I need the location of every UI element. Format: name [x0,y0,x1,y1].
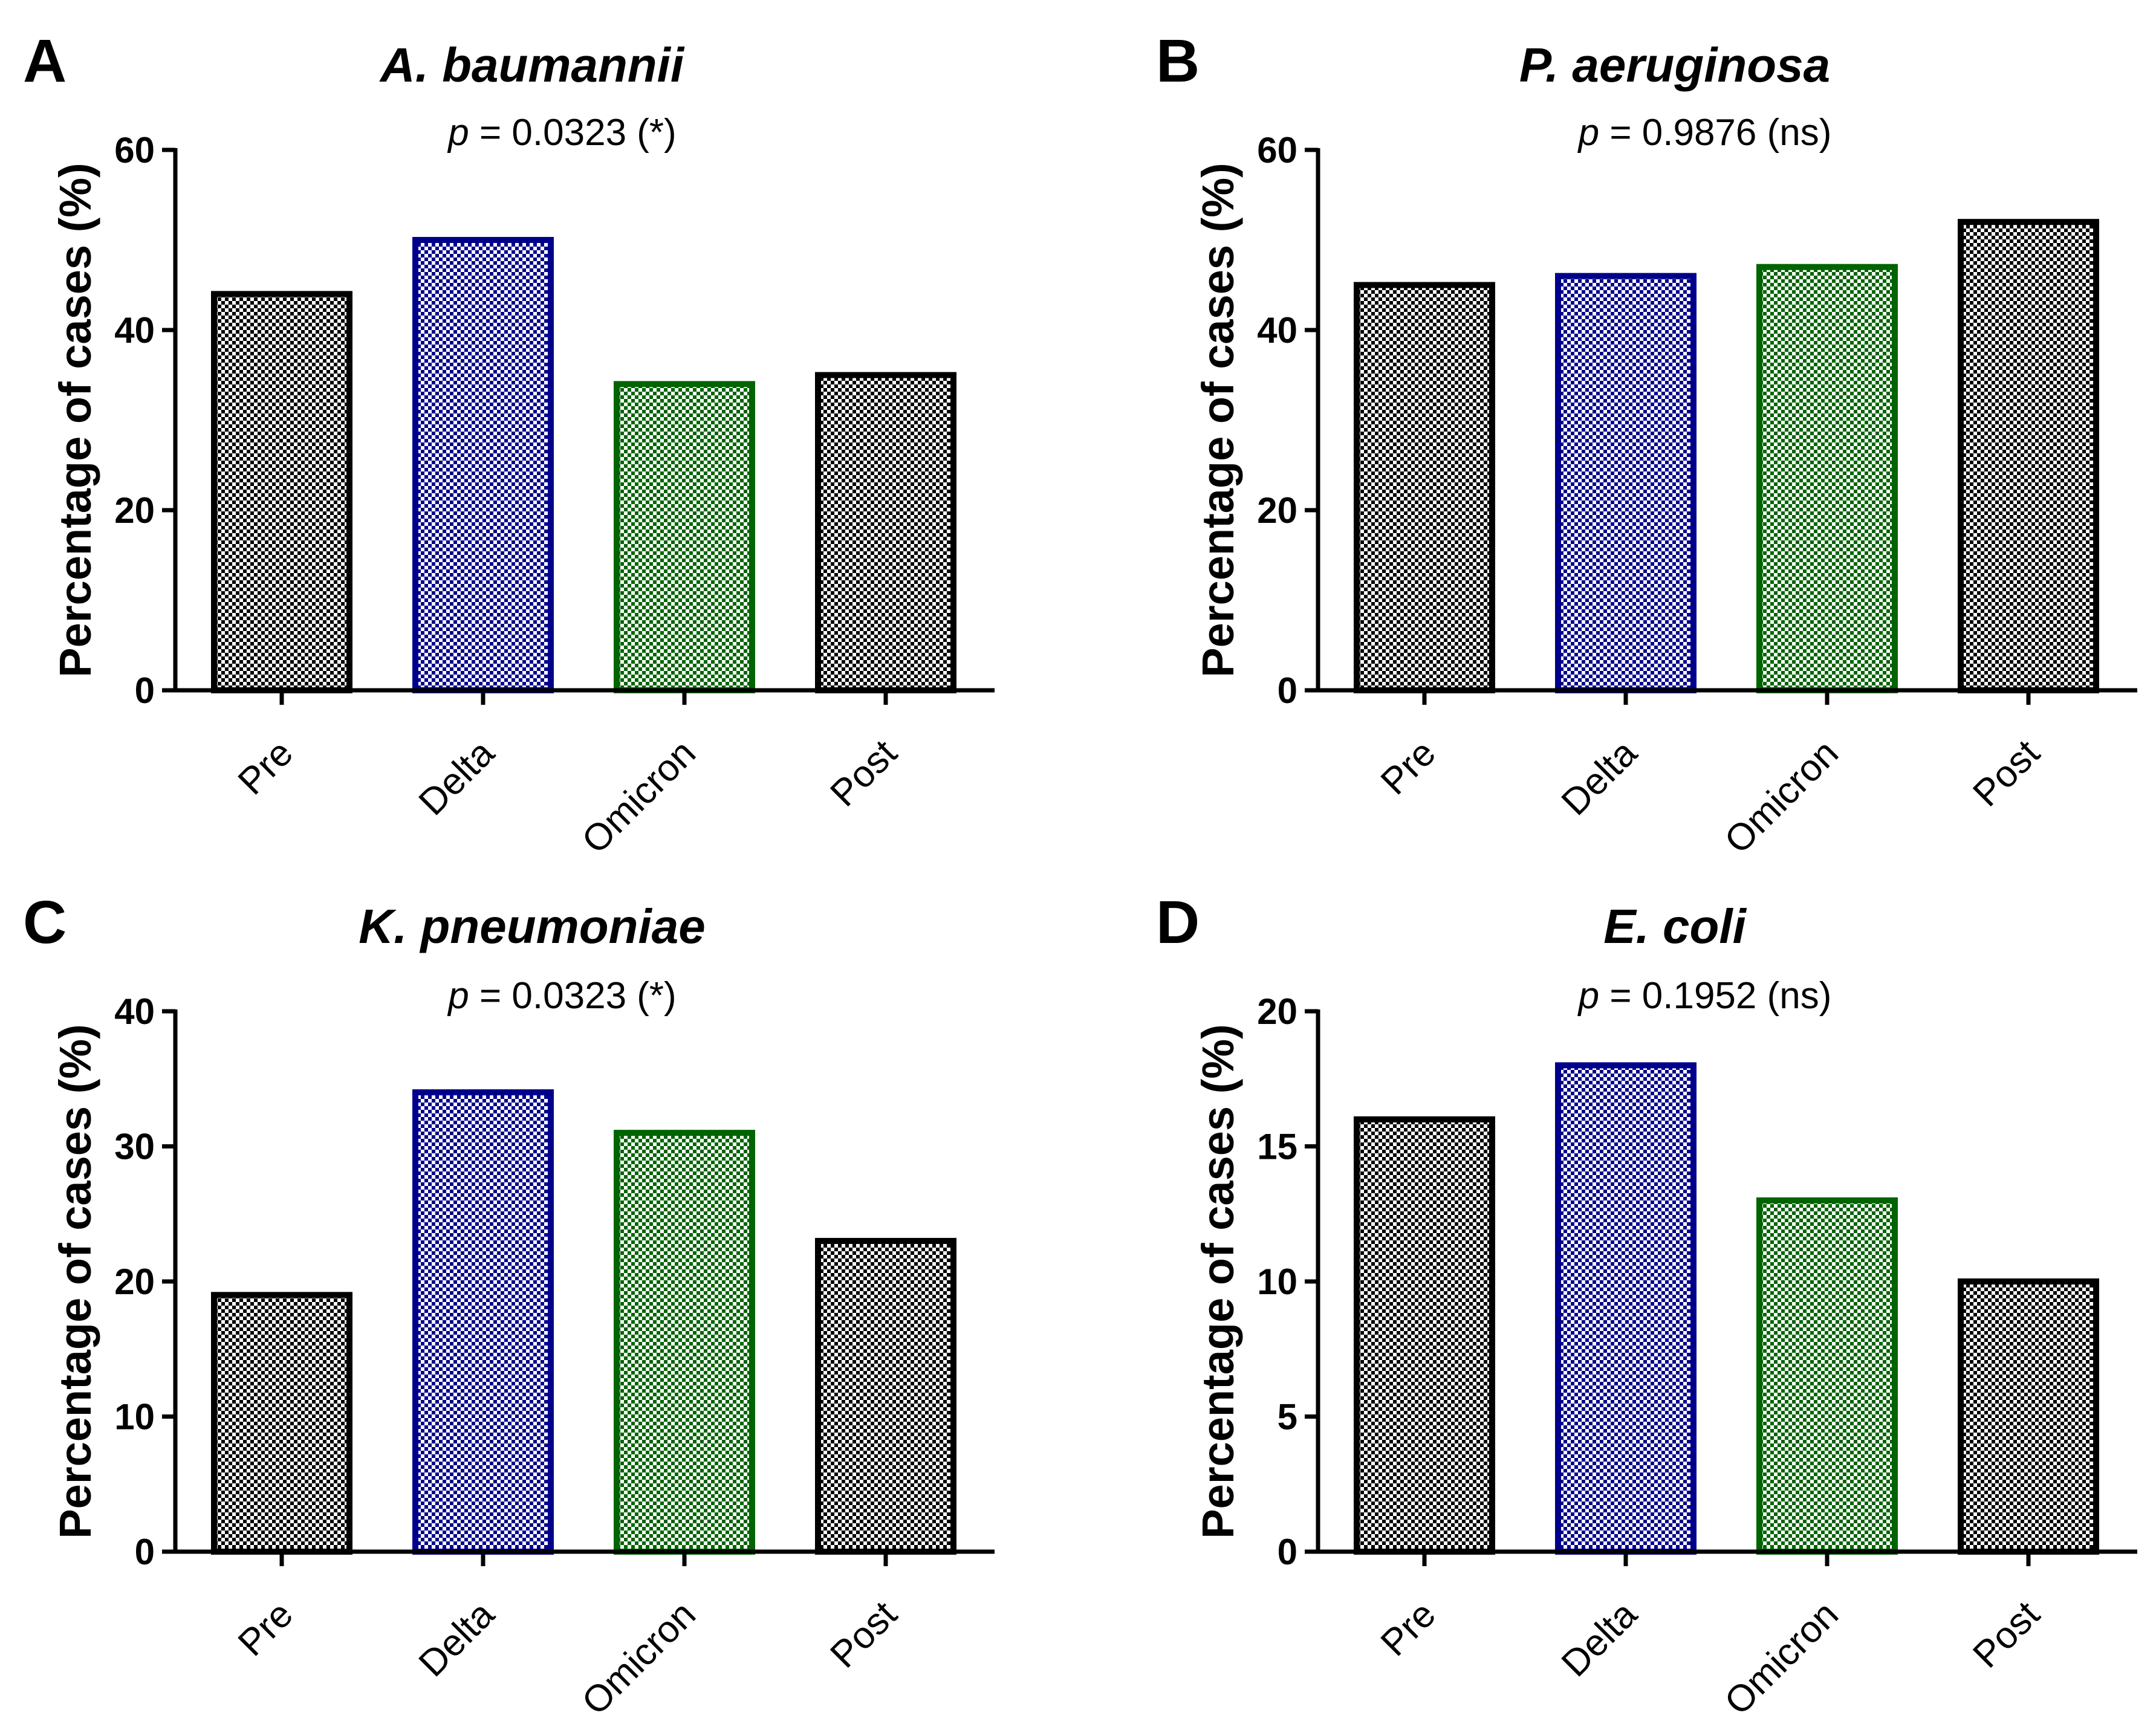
x-tick-label-a-pre: Pre [230,732,301,803]
y-axis-label-c: Percentage of cases (%) [50,1024,100,1538]
y-tick-label-a-40: 40 [114,310,155,351]
chart-marks-c: 0 10 20 30 40 Pre Delta Omicron Post [114,991,995,1723]
chart-title-a: A. baumannii [379,38,685,92]
panel-letter-c: C [23,889,67,956]
p-value-c: p = 0.0323 (*) [447,975,676,1017]
y-axis-label-b: Percentage of cases (%) [1193,163,1243,677]
bar-d-pre [1354,1116,1495,1555]
p-value-b: p = 0.9876 (ns) [1577,112,1832,154]
x-tick-label-a-post: Post [822,732,905,815]
y-tick-label-c-20: 20 [114,1262,155,1302]
bar-c-post [815,1237,956,1555]
x-tick-label-a-delta: Delta [411,732,503,824]
bar-d-delta [1555,1062,1697,1555]
y-axis-label-d: Percentage of cases (%) [1193,1024,1243,1538]
y-tick-label-c-10: 10 [114,1397,155,1437]
y-tick-label-c-40: 40 [114,991,155,1032]
p-value-text-b: = 0.9876 (ns) [1599,112,1831,154]
y-tick-label-d-5: 5 [1278,1397,1297,1437]
p-value-text-d: = 0.1952 (ns) [1599,975,1831,1017]
panel-letter-a: A [23,27,67,95]
p-value-text-a: = 0.0323 (*) [469,112,677,154]
x-tick-label-d-delta: Delta [1554,1593,1646,1685]
x-tick-label-d-omicron: Omicron [1716,1593,1846,1723]
y-tick-label-b-0: 0 [1278,670,1297,711]
chart-marks-d: 0 5 10 15 20 Pre Delta Omicron Post [1257,991,2137,1723]
bar-a-pre [211,291,352,693]
y-tick-label-c-0: 0 [135,1532,155,1572]
p-symbol-d: p [1577,975,1599,1017]
y-tick-label-a-60: 60 [114,130,155,170]
chart-title-c: K. pneumoniae [359,899,705,953]
chart-marks-a: 0 20 40 60 Pre Delta Omicron Post [114,130,995,862]
y-tick-label-b-20: 20 [1257,490,1297,531]
x-tick-label-a-omicron: Omicron [574,732,703,861]
x-tick-label-b-post: Post [1965,732,2048,815]
chart-title-d: E. coli [1603,899,1747,953]
bar-d-post [1958,1278,2099,1555]
x-tick-label-d-post: Post [1965,1593,2048,1676]
chart-title-b: P. aeruginosa [1519,38,1830,92]
y-tick-label-a-0: 0 [135,670,155,711]
y-tick-label-d-0: 0 [1278,1532,1297,1572]
p-symbol-b: p [1577,112,1599,154]
p-symbol-a: p [447,112,469,154]
x-tick-label-b-delta: Delta [1554,732,1646,824]
y-tick-label-d-15: 15 [1257,1127,1297,1167]
p-value-d: p = 0.1952 (ns) [1577,975,1832,1017]
bar-c-omicron [614,1130,755,1555]
bar-b-post [1958,219,2099,693]
panel-c: C K. pneumoniae p = 0.0323 (*) Percentag… [23,889,995,1723]
y-tick-label-d-20: 20 [1257,991,1297,1032]
x-tick-label-b-omicron: Omicron [1716,732,1846,861]
bar-b-delta [1555,273,1697,694]
y-tick-label-a-20: 20 [114,490,155,531]
x-tick-label-b-pre: Pre [1373,732,1444,803]
p-value-a: p = 0.0323 (*) [447,112,676,154]
bar-b-omicron [1756,264,1898,693]
bar-c-delta [412,1089,554,1555]
bar-b-pre [1354,282,1495,693]
chart-marks-b: 0 20 40 60 Pre Delta Omicron Post [1257,130,2137,862]
x-tick-label-c-pre: Pre [230,1593,301,1664]
bar-c-pre [211,1292,352,1555]
x-tick-label-c-delta: Delta [411,1593,503,1685]
y-tick-label-d-10: 10 [1257,1262,1297,1302]
bar-a-omicron [614,381,755,694]
y-tick-label-b-40: 40 [1257,310,1297,351]
p-value-text-c: = 0.0323 (*) [469,975,677,1017]
bar-d-omicron [1756,1197,1898,1555]
y-tick-label-b-60: 60 [1257,130,1297,170]
panel-letter-b: B [1156,27,1200,95]
x-tick-label-c-post: Post [822,1593,905,1676]
p-symbol-c: p [447,975,469,1017]
x-tick-label-d-pre: Pre [1373,1593,1444,1664]
panel-d: D E. coli p = 0.1952 (ns) Percentage of … [1156,889,2137,1723]
x-tick-label-c-omicron: Omicron [574,1593,703,1723]
bar-a-delta [412,237,554,693]
panel-letter-d: D [1156,889,1200,956]
panel-b: B P. aeruginosa p = 0.9876 (ns) Percenta… [1156,27,2137,862]
bar-a-post [815,372,956,693]
y-tick-label-c-30: 30 [114,1127,155,1167]
y-axis-label-a: Percentage of cases (%) [50,163,100,677]
panel-a: A A. baumannii p = 0.0323 (*) Percentage… [23,27,995,862]
